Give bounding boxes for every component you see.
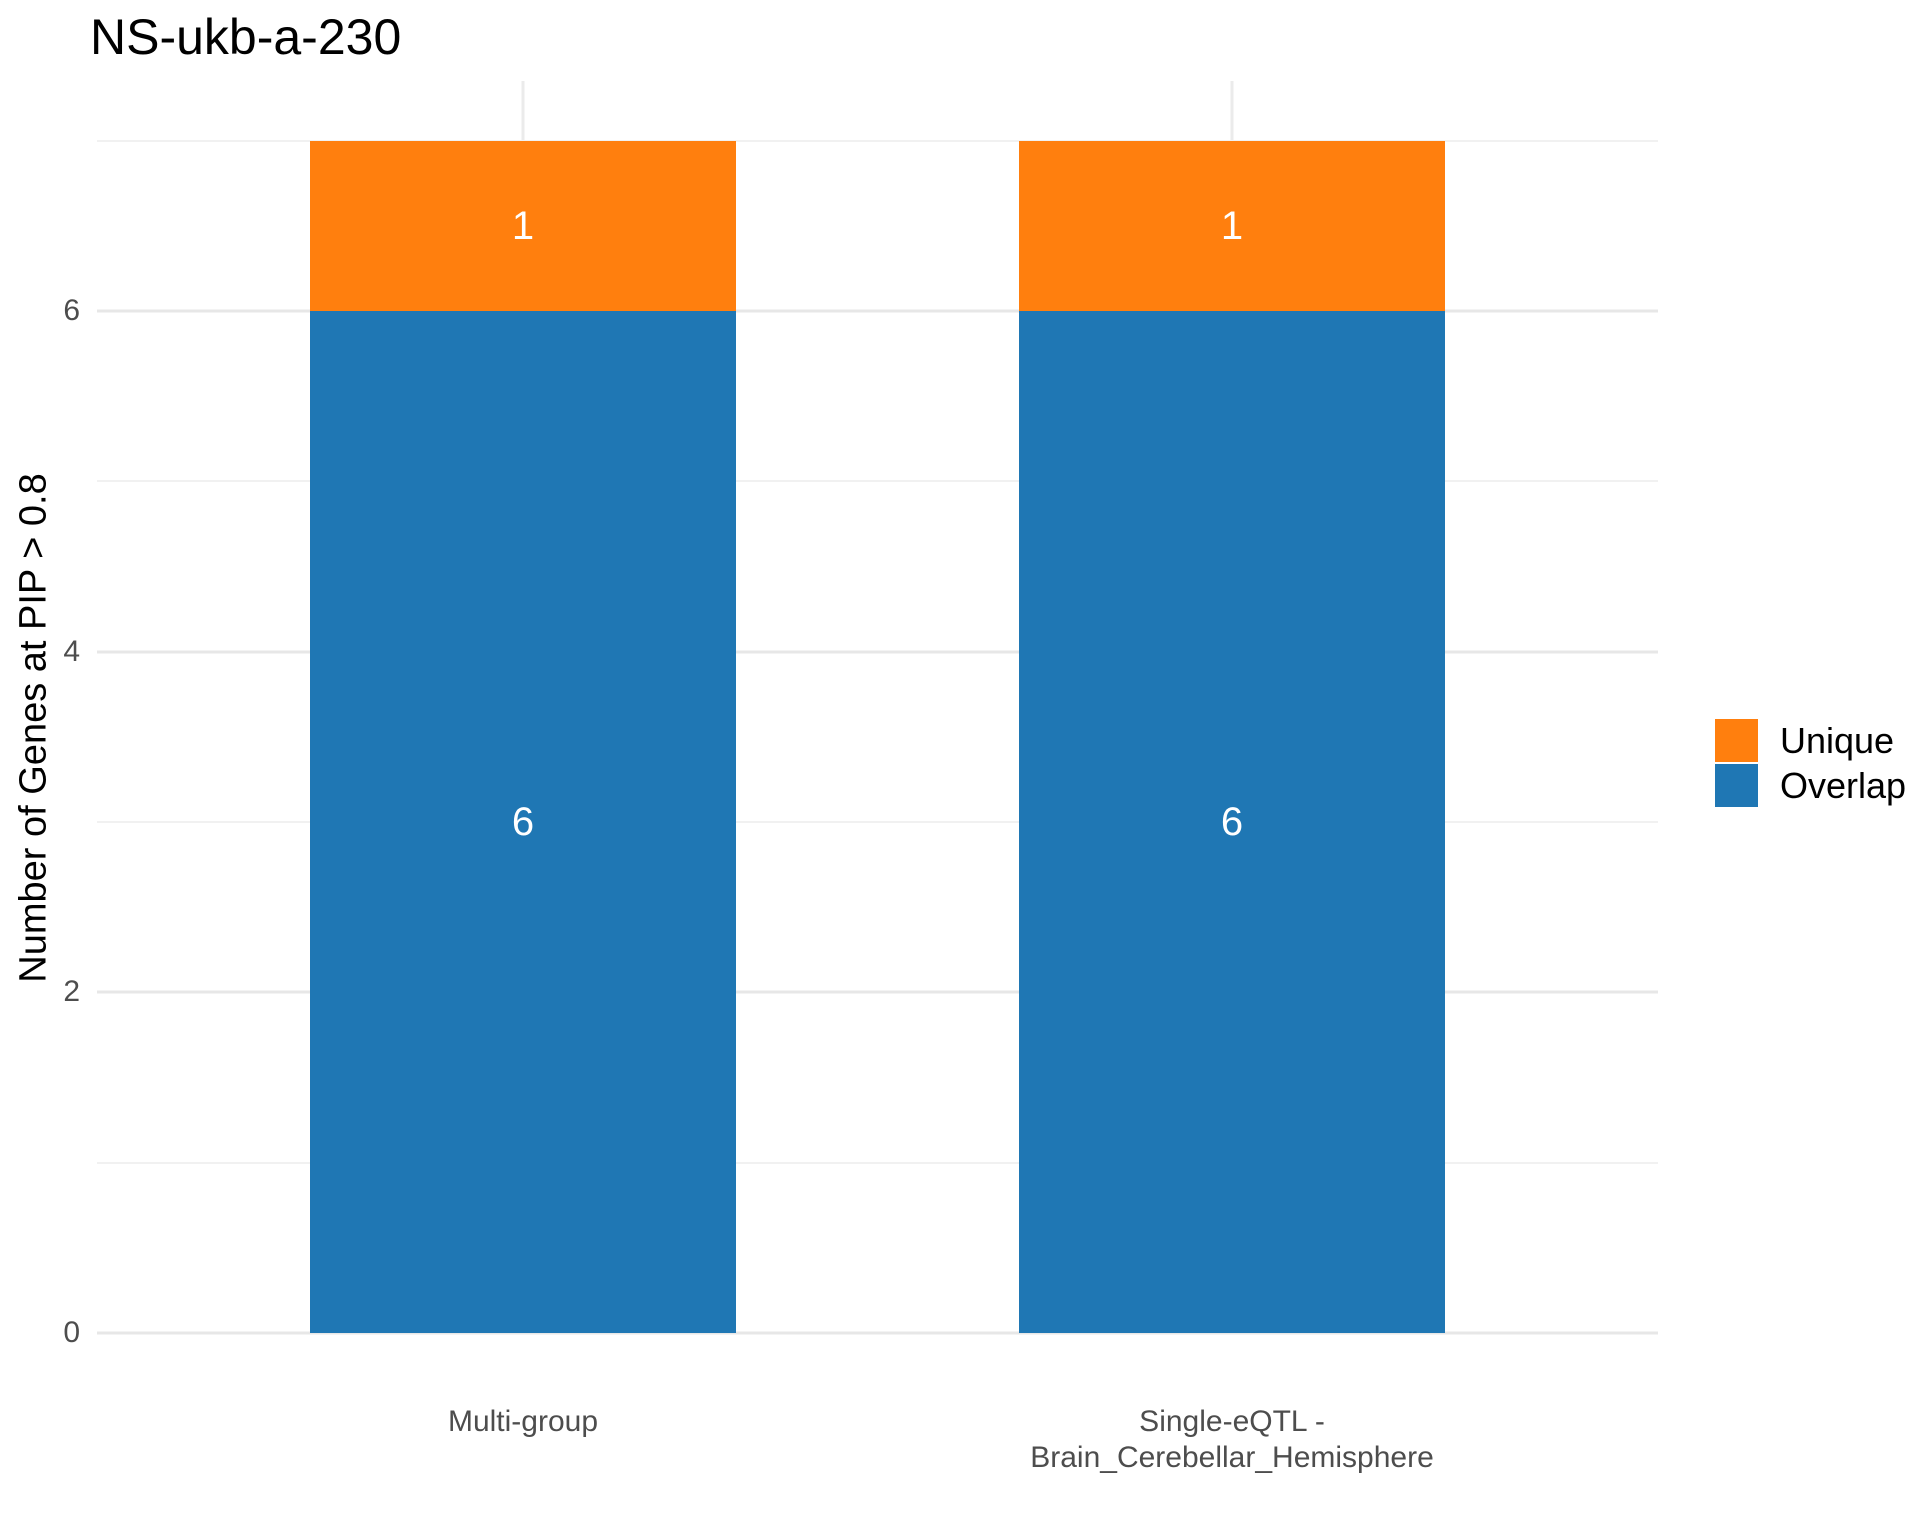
bar-value-label: 1 (1220, 203, 1244, 248)
y-tick-label: 4 (63, 634, 80, 668)
minor-gridline (97, 820, 1658, 823)
bar-value-label: 6 (1220, 799, 1244, 844)
minor-gridline (97, 480, 1658, 483)
bar-segment-overlap (1019, 310, 1445, 1333)
minor-gridline (97, 1161, 1658, 1164)
chart-title: NS-ukb-a-230 (90, 9, 402, 65)
major-gridline (97, 1331, 1658, 1335)
minor-gridline (97, 139, 1658, 142)
bar-segment-overlap (310, 310, 736, 1333)
bar-segment-unique (1019, 140, 1445, 311)
bar-segment-unique (310, 140, 736, 311)
legend-swatch-overlap (1715, 764, 1758, 807)
y-tick-label: 2 (63, 975, 80, 1009)
bar-value-label: 6 (511, 799, 535, 844)
major-gridline (97, 309, 1658, 313)
legend-item-unique: Unique (1715, 719, 1906, 762)
legend-swatch-unique (1715, 719, 1758, 762)
legend-label: Unique (1780, 719, 1895, 761)
legend-label: Overlap (1780, 764, 1907, 806)
x-tick-label: Multi-group (447, 1405, 599, 1438)
y-tick-label: 0 (63, 1316, 80, 1349)
y-tick-label: 6 (63, 293, 80, 327)
bar-value-label: 1 (511, 203, 535, 248)
x-tick-label: Single-eQTL - Brain_Cerebellar_Hemispher… (1030, 1405, 1434, 1474)
major-gridline (97, 650, 1658, 654)
legend-item-overlap: Overlap (1715, 764, 1906, 807)
y-axis-title: Number of Genes at PIP > 0.8 (12, 473, 55, 983)
plot-panel: 6 1 6 1 (97, 81, 1658, 1335)
legend: Unique Overlap (1715, 719, 1906, 807)
major-gridline (97, 990, 1658, 994)
